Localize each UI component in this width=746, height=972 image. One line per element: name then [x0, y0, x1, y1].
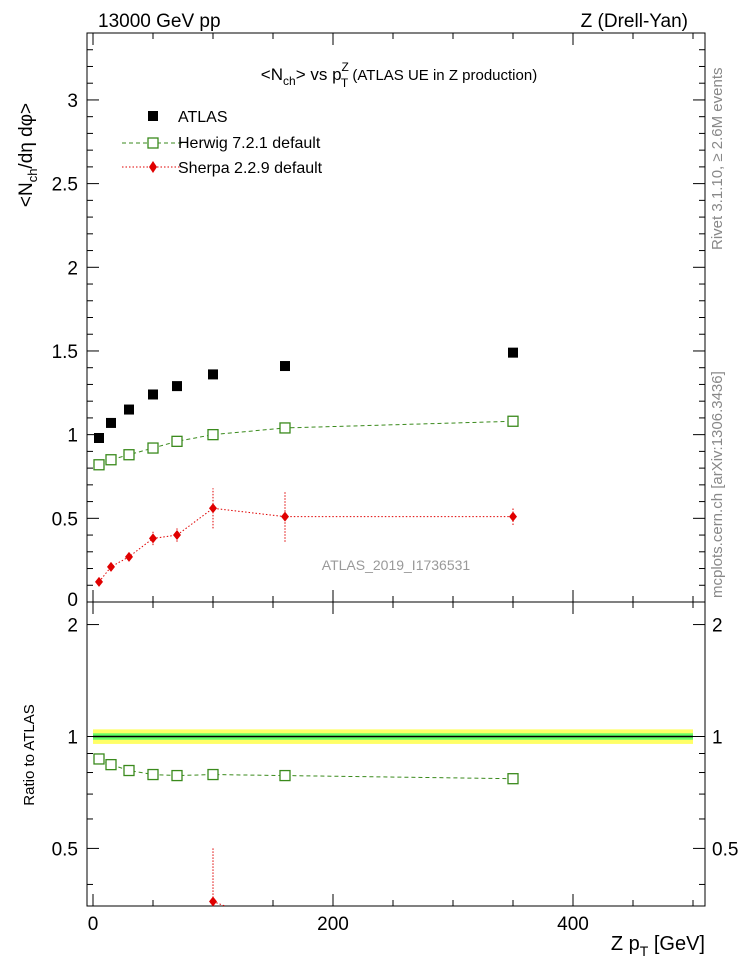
herwig-ratio-point — [93, 753, 105, 765]
sherpa-point — [95, 576, 103, 587]
header-left: 13000 GeV pp — [98, 11, 221, 32]
sherpa-line — [98, 507, 513, 583]
herwig-point — [123, 449, 135, 461]
herwig-ratio-point — [507, 773, 519, 785]
y-tick-label-bottom-right: 1 — [712, 727, 723, 748]
y-tick-label-zero: 0 — [67, 590, 78, 611]
herwig-point — [147, 442, 159, 454]
legend-sherpa-label: Sherpa 2.2.9 default — [178, 160, 323, 177]
herwig-ratio-point — [147, 768, 159, 781]
herwig-point — [93, 459, 105, 471]
atlas-point — [280, 361, 290, 372]
title-sub2: T — [341, 76, 349, 90]
herwig-point — [279, 422, 291, 434]
ylabel-top: <Nch/dη dφ> — [16, 103, 40, 207]
sherpa-ratio-line — [212, 900, 226, 907]
y-tick-label-bottom: 0.5 — [52, 839, 78, 860]
y-tick-label-top: 3 — [67, 91, 78, 112]
herwig-ratio-point — [105, 758, 117, 771]
atlas-point — [148, 389, 158, 400]
sherpa-point — [509, 511, 517, 522]
title-rest: > vs p — [296, 65, 342, 84]
legend-sherpa-marker — [149, 161, 157, 173]
side-rivet: Rivet 3.1.10, ≥ 2.6M events — [709, 68, 726, 251]
legend-herwig-marker — [147, 137, 159, 149]
sherpa-point — [125, 551, 133, 562]
legend-atlas-label: ATLAS — [178, 109, 228, 126]
y-tick-label-bottom: 1 — [67, 727, 78, 748]
sherpa-point — [173, 530, 181, 541]
atlas-point — [106, 417, 116, 428]
y-tick-label-bottom-right: 2 — [712, 616, 723, 637]
herwig-ratio-point — [279, 769, 291, 782]
herwig-ratio-line — [98, 758, 514, 780]
title-main: <N — [261, 65, 283, 84]
chart-title: <Nch> vs pZ T (ATLAS UE in Z production) — [261, 60, 537, 90]
atlas-point — [208, 369, 218, 380]
atlas-point — [124, 404, 134, 415]
y-tick-label-top: 2.5 — [52, 175, 78, 196]
watermark: ATLAS_2019_I1736531 — [322, 557, 471, 573]
side-mcplots: mcplots.cern.ch [arXiv:1306.3436] — [709, 371, 726, 598]
herwig-point — [105, 454, 117, 466]
y-tick-label-top: 1 — [67, 426, 78, 447]
sherpa-ratio-point — [209, 896, 217, 907]
legend: ATLAS Herwig 7.2.1 default Sherpa 2.2.9 … — [122, 109, 323, 177]
legend-atlas-marker — [148, 111, 158, 121]
atlas-point — [94, 432, 104, 443]
x-tick-label: 0 — [88, 914, 99, 935]
legend-herwig-label: Herwig 7.2.1 default — [178, 135, 321, 152]
y-tick-label-top: 2 — [67, 258, 78, 279]
ylabel-bottom: Ratio to ATLAS — [21, 704, 38, 805]
sherpa-point — [209, 503, 217, 514]
sherpa-point — [149, 533, 157, 544]
title-sub: ch — [283, 74, 296, 88]
herwig-ratio-point — [207, 768, 219, 781]
atlas-point — [172, 381, 182, 392]
sherpa-point — [281, 511, 289, 522]
xlabel: Z pT [GeV] — [611, 933, 705, 959]
herwig-point — [171, 435, 183, 447]
chart-marks: 0 200 400 0.5 1 1.5 2 2.5 3 0 0.5 0.5 1 1 2 2 — [52, 33, 738, 935]
y-tick-label-top: 0.5 — [52, 509, 78, 530]
herwig-ratio-point — [123, 764, 135, 777]
y-tick-label-bottom-right: 0.5 — [712, 839, 738, 860]
herwig-point — [207, 428, 219, 441]
herwig-point — [507, 415, 519, 427]
y-tick-label-bottom: 2 — [67, 616, 78, 637]
x-tick-label: 400 — [557, 914, 589, 935]
title-tail: (ATLAS UE in Z production) — [348, 67, 537, 84]
bottom-frame — [86, 601, 706, 907]
herwig-ratio-point — [171, 769, 183, 782]
header-right: Z (Drell-Yan) — [581, 11, 688, 32]
sherpa-point — [107, 561, 115, 572]
x-tick-label: 200 — [317, 914, 349, 935]
atlas-point — [508, 347, 518, 358]
y-tick-label-top: 1.5 — [52, 342, 78, 363]
title-sup: Z — [342, 60, 349, 74]
herwig-line — [98, 420, 514, 466]
